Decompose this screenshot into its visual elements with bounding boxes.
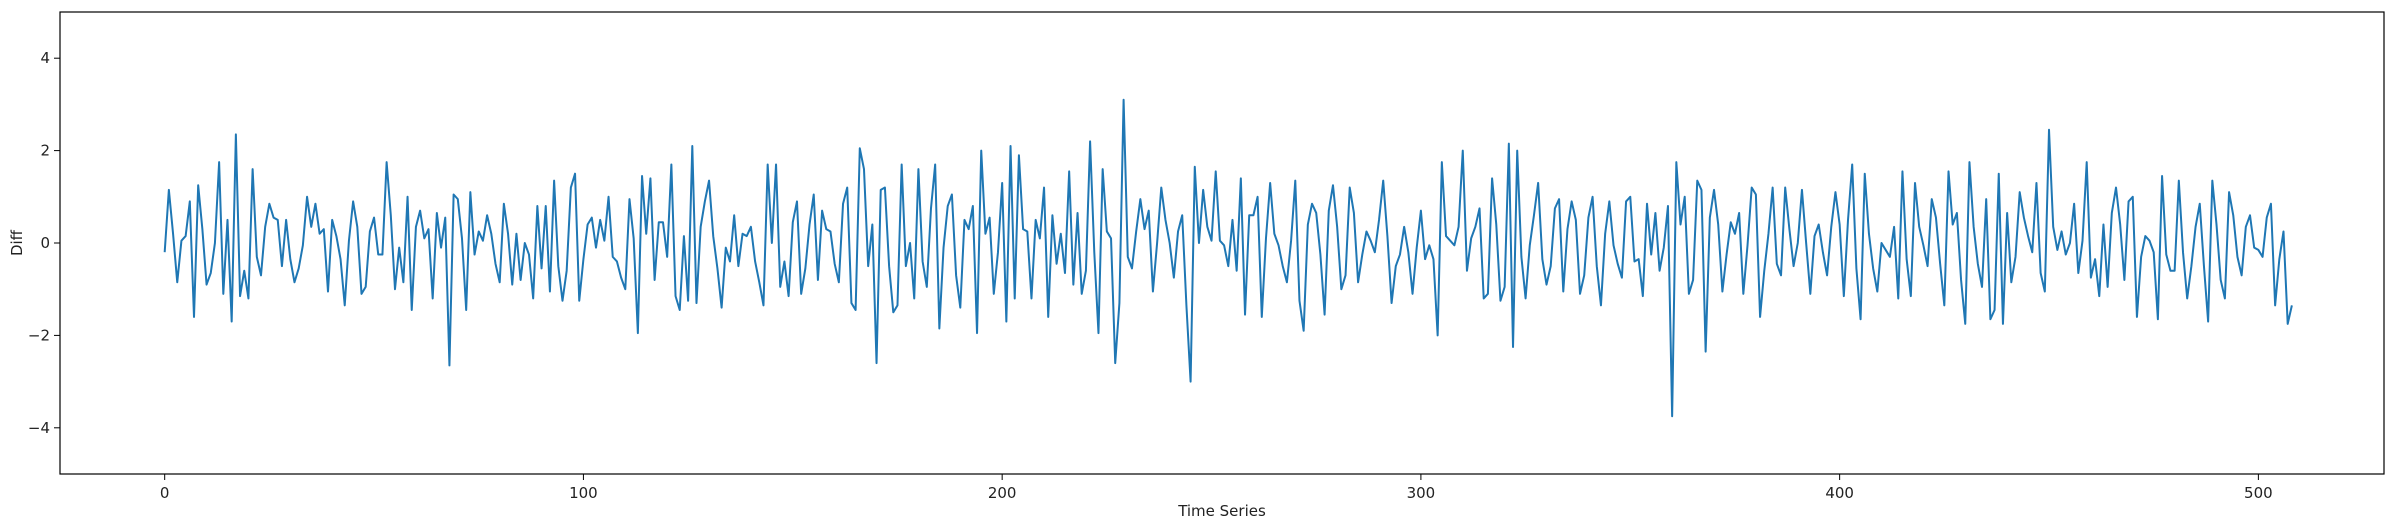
x-axis-ticks: 0 100 200 300 400 500: [160, 474, 2273, 502]
plot-frame: [59, 11, 2385, 475]
y-tick-label: −2: [28, 326, 50, 344]
y-tick-label: 0: [40, 234, 50, 252]
x-tick-label: 200: [988, 484, 1017, 502]
series-line: [163, 98, 2293, 418]
y-tick-label: 4: [40, 49, 50, 67]
x-tick-label: 400: [1825, 484, 1854, 502]
x-tick-label: 500: [2244, 484, 2273, 502]
y-axis-ticks: −4 −2 0 2 4: [28, 49, 60, 437]
y-tick-label: −4: [28, 419, 50, 437]
x-tick-label: 100: [569, 484, 598, 502]
series-layer: [163, 98, 2293, 418]
y-tick-label: 2: [40, 142, 50, 160]
x-tick-label: 0: [160, 484, 170, 502]
y-axis-label: Diff: [8, 229, 26, 256]
x-axis-label: Time Series: [1177, 502, 1266, 520]
x-tick-label: 300: [1407, 484, 1436, 502]
